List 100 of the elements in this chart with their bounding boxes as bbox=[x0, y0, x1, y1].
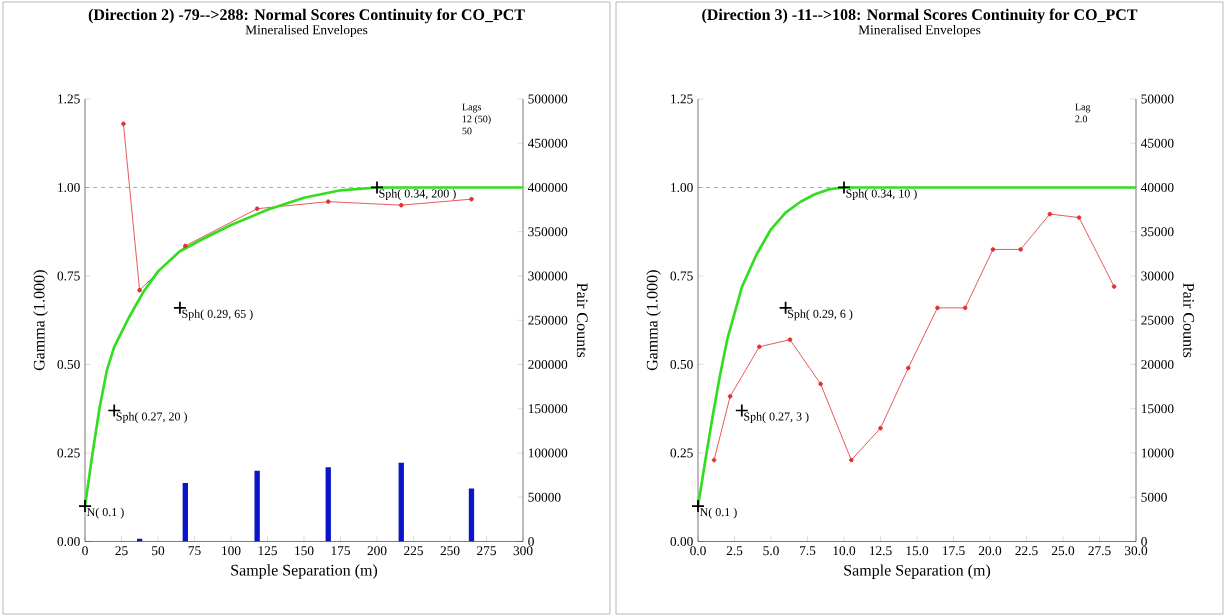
annotation: N( 0.1 ) bbox=[86, 507, 124, 519]
x-tick-label: 225 bbox=[404, 546, 423, 556]
point bbox=[757, 344, 762, 350]
y-tick-label: 0.75 bbox=[670, 271, 693, 281]
x-tick-label: 0.0 bbox=[690, 546, 706, 556]
y2-tick-label: 150000 bbox=[528, 404, 568, 414]
point bbox=[818, 381, 823, 387]
y-tick-label: 0.50 bbox=[670, 359, 693, 370]
annotation: Sph( 0.34, 200 ) bbox=[379, 189, 456, 200]
y-tick-label: 0.00 bbox=[57, 536, 80, 547]
y-tick-label: 0.25 bbox=[670, 448, 693, 458]
y2-tick-label: 10000 bbox=[1141, 448, 1174, 458]
bar bbox=[398, 462, 404, 542]
y2-axis-title: Pair Counts bbox=[1183, 283, 1194, 358]
y2-tick-label: 20000 bbox=[1141, 359, 1174, 369]
point bbox=[1111, 284, 1117, 289]
x-tick-label: 2.5 bbox=[726, 546, 743, 556]
y2-tick-label: 0 bbox=[528, 536, 534, 546]
annotation: Lag bbox=[1075, 103, 1091, 113]
y-tick-label: 0.25 bbox=[57, 448, 80, 458]
x-tick-label: 175 bbox=[331, 546, 350, 556]
x-tick-label: 300 bbox=[513, 546, 533, 556]
bar bbox=[468, 488, 475, 542]
annotation: Lags bbox=[462, 103, 482, 113]
point bbox=[137, 287, 142, 293]
point bbox=[1018, 247, 1023, 252]
y-tick-label: 0.75 bbox=[57, 271, 80, 281]
y2-tick-label: 50000 bbox=[1141, 94, 1174, 104]
y2-tick-label: 5000 bbox=[1141, 492, 1167, 502]
y2-tick-label: 25000 bbox=[1141, 315, 1174, 325]
x-tick-label: 20.0 bbox=[978, 546, 1002, 556]
y-axis-title: Gamma (1.000) bbox=[646, 270, 661, 371]
y-tick-label: 0.00 bbox=[670, 536, 693, 547]
x-tick-label: 25.0 bbox=[1051, 546, 1075, 556]
point bbox=[1076, 215, 1082, 220]
x-tick-label: 100 bbox=[222, 546, 241, 556]
annotation: 12 (50) bbox=[462, 115, 491, 125]
x-tick-label: 250 bbox=[440, 546, 460, 556]
y2-tick-label: 100000 bbox=[528, 448, 568, 458]
x-tick-label: 27.5 bbox=[1088, 546, 1111, 556]
x-tick-label: 50 bbox=[152, 546, 165, 556]
bar bbox=[254, 470, 260, 542]
y2-tick-label: 400000 bbox=[527, 182, 568, 192]
chart-subtitle: Mineralised Envelopes bbox=[858, 24, 981, 38]
y2-tick-label: 15000 bbox=[1141, 404, 1174, 414]
y2-tick-label: 45000 bbox=[1140, 138, 1174, 148]
x-tick-label: 150 bbox=[295, 546, 314, 556]
x-axis-title: Sample Separation (m) bbox=[844, 564, 991, 579]
point bbox=[990, 247, 996, 252]
annotation: Sph( 0.34, 10 ) bbox=[846, 189, 917, 200]
x-tick-label: 25 bbox=[115, 546, 128, 556]
y-tick-label: 1.25 bbox=[58, 94, 80, 104]
x-tick-label: 30.0 bbox=[1124, 546, 1148, 556]
point bbox=[878, 425, 883, 431]
x-tick-label: 10.0 bbox=[833, 546, 856, 556]
annotation: N( 0.1 ) bbox=[699, 507, 737, 519]
y2-tick-label: 35000 bbox=[1141, 227, 1174, 237]
annotation: Sph( 0.29, 65 ) bbox=[182, 309, 253, 321]
point bbox=[849, 457, 854, 463]
y-tick-label: 1.25 bbox=[671, 94, 693, 104]
x-tick-label: 17.5 bbox=[943, 546, 965, 556]
point bbox=[183, 243, 188, 249]
point bbox=[905, 365, 911, 371]
chart-subtitle: Mineralised Envelopes bbox=[245, 24, 368, 38]
y2-tick-label: 200000 bbox=[528, 359, 568, 369]
y-tick-label: 0.50 bbox=[57, 359, 80, 370]
bar bbox=[182, 483, 188, 542]
x-axis-title: Sample Separation (m) bbox=[231, 564, 378, 579]
point bbox=[727, 394, 733, 399]
y2-tick-label: 450000 bbox=[527, 138, 568, 148]
y2-tick-label: 500000 bbox=[528, 94, 568, 104]
x-tick-label: 22.5 bbox=[1015, 546, 1038, 556]
y-tick-label: 1.00 bbox=[58, 182, 80, 193]
y2-tick-label: 250000 bbox=[528, 315, 568, 325]
x-tick-label: 7.5 bbox=[800, 546, 816, 556]
annotation: 2.0 bbox=[1075, 115, 1088, 123]
y2-tick-label: 350000 bbox=[528, 227, 568, 237]
y2-axis-title: Pair Counts bbox=[576, 283, 588, 358]
point bbox=[935, 305, 940, 311]
point bbox=[711, 457, 717, 463]
y2-tick-label: 50000 bbox=[528, 492, 561, 502]
annotation: 50 bbox=[462, 127, 472, 135]
point bbox=[398, 202, 404, 208]
bar bbox=[325, 467, 331, 542]
x-tick-label: 12.5 bbox=[870, 546, 892, 556]
x-tick-label: 15.0 bbox=[906, 546, 929, 556]
y2-tick-label: 0 bbox=[1141, 536, 1147, 546]
x-tick-label: 275 bbox=[477, 546, 496, 556]
x-tick-label: 75 bbox=[188, 546, 201, 556]
point bbox=[254, 206, 260, 211]
annotation: Sph( 0.29, 6 ) bbox=[788, 309, 853, 321]
x-tick-label: 200 bbox=[367, 546, 387, 556]
annotation: Sph( 0.27, 3 ) bbox=[744, 412, 809, 423]
annotation: Sph( 0.27, 20 ) bbox=[116, 412, 187, 423]
y2-tick-label: 300000 bbox=[528, 271, 568, 281]
point bbox=[325, 199, 331, 204]
x-tick-label: 0 bbox=[82, 546, 88, 556]
chart-title: (Direction 2) -79-->288: Normal Scores Continuity for CO_PCT bbox=[88, 8, 525, 24]
point bbox=[962, 305, 968, 311]
x-tick-label: 125 bbox=[258, 546, 277, 556]
